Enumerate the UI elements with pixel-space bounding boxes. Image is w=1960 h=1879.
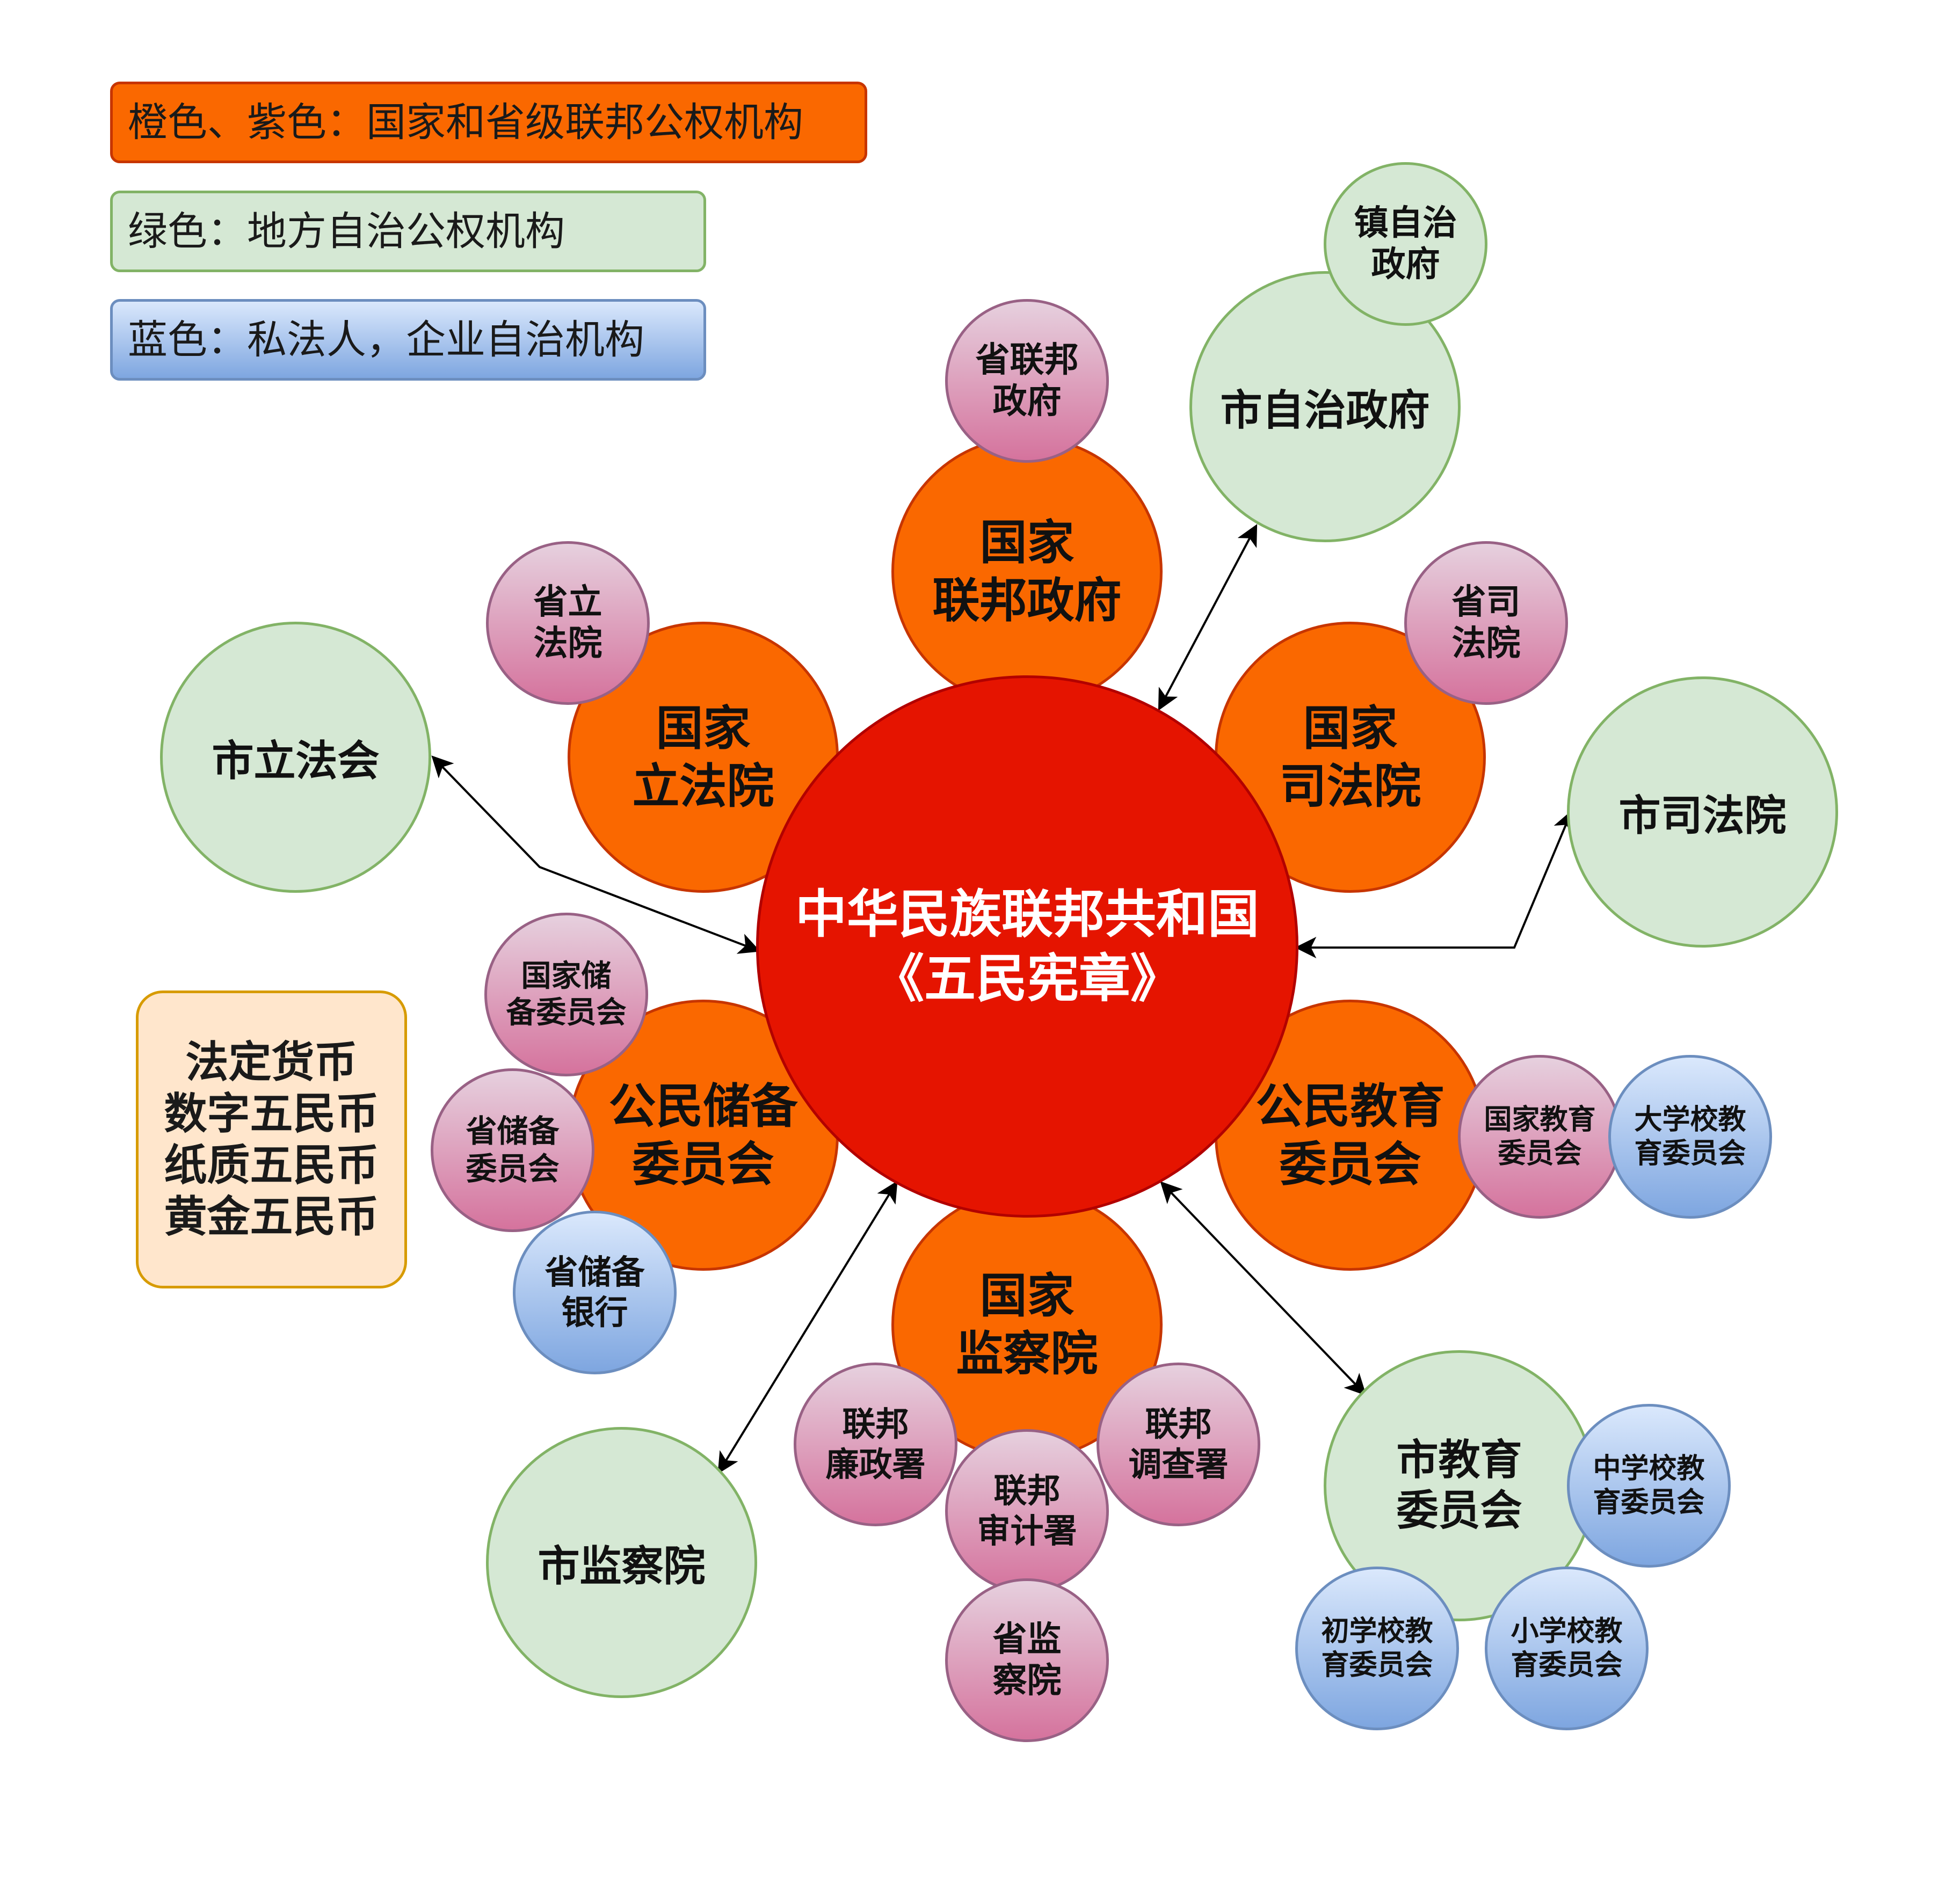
node-label: 省联邦	[975, 340, 1079, 380]
legend-green-text: 绿色：地方自治公权机构	[128, 208, 565, 254]
node-label: 省监	[992, 1619, 1062, 1659]
node-middle-edu: 中学校教 育委员会	[1567, 1404, 1731, 1568]
node-prov-bank: 省储备 银行	[513, 1211, 677, 1374]
arrow-center-city-leg	[431, 755, 761, 954]
node-label: 调查署	[1128, 1444, 1229, 1484]
node-label: 省立	[533, 582, 602, 622]
node-label: 市监察院	[538, 1542, 706, 1591]
node-label: 国家教育	[1484, 1104, 1596, 1137]
node-label: 省储备	[545, 1252, 645, 1292]
arrow-center-city-jud	[1295, 810, 1574, 958]
node-label: 委员会	[466, 1150, 560, 1187]
currency-line: 黄金五民币	[164, 1191, 379, 1242]
node-label: 国家	[979, 1268, 1075, 1324]
node-label: 公民储备	[608, 1079, 798, 1134]
node-city-jud: 市司法院	[1567, 676, 1838, 948]
node-label: 国家	[979, 515, 1075, 571]
node-label: 国家储	[521, 959, 612, 994]
center-title: 中华民族联邦共和国	[795, 884, 1259, 944]
currency-line: 数字五民币	[164, 1088, 379, 1139]
node-label: 中学校教	[1593, 1453, 1705, 1485]
node-label: 省司	[1451, 582, 1521, 622]
node-label: 银行	[561, 1292, 628, 1332]
node-national-gov: 国家 联邦政府	[891, 436, 1163, 707]
legend-blue: 蓝色：私法人，企业自治机构	[110, 299, 706, 381]
node-label: 司法院	[1279, 758, 1421, 814]
legend-blue-text: 蓝色：私法人，企业自治机构	[128, 317, 644, 363]
currency-line: 纸质五民币	[164, 1140, 379, 1190]
node-label: 廉政署	[825, 1444, 926, 1484]
node-junior-edu: 初学校教 育委员会	[1295, 1567, 1459, 1730]
node-label: 备委员会	[506, 995, 627, 1030]
node-label: 联邦	[993, 1471, 1061, 1511]
node-label: 大学校教	[1634, 1104, 1746, 1137]
node-label: 委员会	[1279, 1136, 1421, 1192]
node-label: 政府	[992, 381, 1062, 421]
legend-orange-purple-text: 橙色、紫色：国家和省级联邦公权机构	[128, 99, 803, 145]
node-label: 监察院	[956, 1326, 1098, 1381]
node-label: 市立法会	[212, 737, 380, 785]
node-label: 联邦	[842, 1404, 909, 1444]
node-label: 国家	[656, 701, 751, 756]
node-label: 育委员会	[1634, 1137, 1746, 1170]
node-label: 委员会	[1396, 1486, 1522, 1535]
node-label: 法院	[533, 623, 602, 664]
node-town-gov: 镇自治 政府	[1324, 162, 1487, 326]
node-label: 联邦政府	[932, 572, 1122, 628]
node-label: 察院	[992, 1660, 1062, 1701]
node-label: 委员会	[632, 1136, 774, 1192]
legend-orange-purple: 橙色、紫色：国家和省级联邦公权机构	[110, 82, 867, 163]
center-subtitle: 《五民宪章》	[873, 949, 1182, 1009]
arrow-center-city-edu	[1160, 1181, 1367, 1396]
node-label: 公民教育	[1255, 1079, 1445, 1134]
node-label: 小学校教	[1511, 1615, 1623, 1648]
node-label: 国家	[1303, 701, 1398, 756]
currency-line: 法定货币	[185, 1037, 358, 1087]
arrow-center-city-gov	[1158, 524, 1258, 711]
node-city-leg: 市立法会	[160, 622, 431, 893]
node-label: 育委员会	[1511, 1649, 1623, 1681]
node-label: 省储备	[466, 1112, 560, 1149]
node-national-reserve: 国家储 备委员会	[484, 913, 648, 1076]
node-label: 市司法院	[1618, 791, 1787, 840]
node-label: 政府	[1371, 244, 1440, 285]
node-primary-edu: 小学校教 育委员会	[1485, 1567, 1649, 1730]
node-city-gov: 市自治政府	[1189, 271, 1461, 542]
node-university-edu: 大学校教 育委员会	[1608, 1055, 1772, 1219]
node-label: 立法院	[632, 758, 774, 814]
node-label: 委员会	[1498, 1137, 1582, 1170]
node-label: 市教育	[1396, 1436, 1522, 1484]
legend-green: 绿色：地方自治公权机构	[110, 191, 706, 272]
node-label: 育委员会	[1321, 1649, 1433, 1681]
node-prov-leg: 省立 法院	[486, 541, 650, 705]
node-label: 法院	[1451, 623, 1521, 664]
node-constitution-center: 中华民族联邦共和国 《五民宪章》	[756, 675, 1298, 1218]
node-label: 市自治政府	[1220, 386, 1430, 435]
node-label: 初学校教	[1321, 1615, 1433, 1648]
node-label: 联邦	[1145, 1404, 1212, 1444]
node-national-edu: 国家教育 委员会	[1458, 1055, 1622, 1219]
node-investigation: 联邦 调查署	[1097, 1363, 1260, 1526]
node-label: 镇自治	[1354, 203, 1457, 243]
node-label: 审计署	[977, 1511, 1077, 1550]
arrow-center-city-sup	[717, 1181, 898, 1474]
node-audit: 联邦 审计署	[945, 1429, 1109, 1593]
node-city-sup: 市监察院	[486, 1427, 757, 1698]
node-label: 育委员会	[1593, 1486, 1705, 1519]
node-anti-corruption: 联邦 廉政署	[794, 1363, 957, 1526]
legal-currency-box: 法定货币 数字五民币 纸质五民币 黄金五民币	[136, 991, 407, 1288]
node-prov-gov: 省联邦 政府	[945, 299, 1109, 463]
node-prov-jud: 省司 法院	[1404, 541, 1568, 705]
node-prov-supervision: 省监 察院	[945, 1578, 1109, 1742]
node-prov-reserve: 省储备 委员会	[431, 1068, 594, 1232]
